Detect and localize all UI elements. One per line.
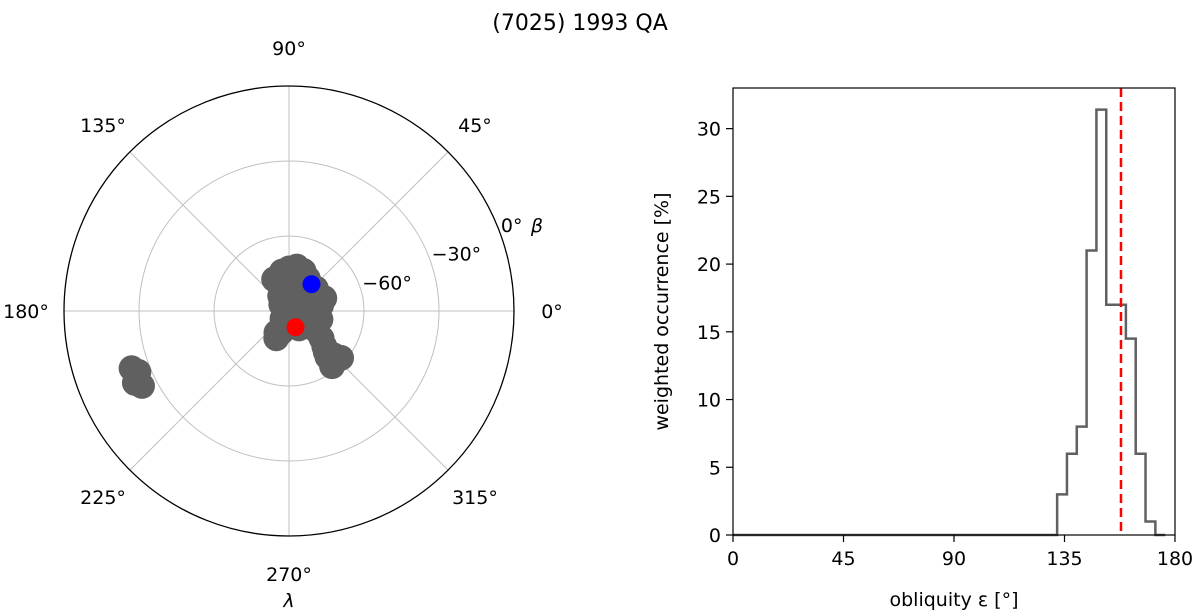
angle-label-135: 135° (80, 115, 126, 137)
angular-tick-labels: 0° 45° 90° 135° 180° 225° 270° 315° (3, 38, 563, 586)
y-axis-ticks: 0 5 10 15 20 25 30 (697, 119, 733, 547)
angle-label-0: 0° (541, 301, 563, 323)
radial-label: −30° (432, 244, 482, 266)
histogram-steps (733, 108, 1166, 537)
polar-ring (213, 235, 365, 387)
angle-label-315: 315° (452, 487, 498, 509)
y-tick-label: 25 (697, 186, 721, 208)
cloud-point (261, 266, 288, 293)
pole-solution-cloud (118, 253, 355, 399)
x-tick-label: 90 (942, 548, 966, 570)
x-axis-ticks: 0 45 90 135 180 (727, 535, 1193, 570)
x-tick-label: 0 (727, 548, 739, 570)
cloud-point (128, 372, 155, 399)
polar-plot: 0° 45° 90° 135° 180° 225° 270° 315° −60° −30°0° … (3, 38, 563, 612)
angle-label-270: 270° (266, 564, 312, 586)
y-axis-label: weighted occurrence [%] (651, 192, 673, 430)
x-tick-label: 45 (831, 548, 855, 570)
angle-label-90: 90° (272, 38, 306, 60)
x-tick-label: 135 (1046, 548, 1082, 570)
angle-label-180: 180° (3, 301, 49, 323)
histogram-frame (732, 87, 1176, 536)
blue-pole-point (302, 275, 321, 294)
polar-x-axis-label: λ (282, 590, 294, 612)
figure-title: (7025) 1993 QA (492, 11, 668, 36)
polar-ring (138, 160, 440, 462)
radial-label: 0° (501, 215, 523, 237)
highlight-points (286, 275, 321, 337)
angle-label-225: 225° (80, 487, 126, 509)
polar-frame (63, 85, 515, 537)
obliquity-histogram: 0 45 90 135 180 0 5 10 15 20 25 30 obliquity ε [°]… (651, 87, 1193, 611)
polar-spoke-225 (129, 310, 290, 471)
y-tick-label: 0 (709, 525, 721, 547)
angle-label-45: 45° (458, 115, 492, 137)
cloud-point (314, 343, 341, 370)
radial-tick-labels: −60° −30° 0° (362, 215, 522, 294)
x-tick-label: 180 (1157, 548, 1193, 570)
histogram-step-line (733, 108, 1166, 537)
red-pole-point (286, 318, 305, 337)
x-axis-label: obliquity ε [°] (890, 589, 1019, 611)
y-tick-label: 15 (697, 322, 721, 344)
radial-label: −60° (362, 272, 412, 294)
y-tick-label: 5 (709, 457, 721, 479)
cloud-point (263, 325, 290, 352)
polar-radial-axis-label: β (530, 215, 543, 237)
y-tick-label: 10 (697, 390, 721, 412)
y-tick-label: 30 (697, 119, 721, 141)
y-tick-label: 20 (697, 254, 721, 276)
